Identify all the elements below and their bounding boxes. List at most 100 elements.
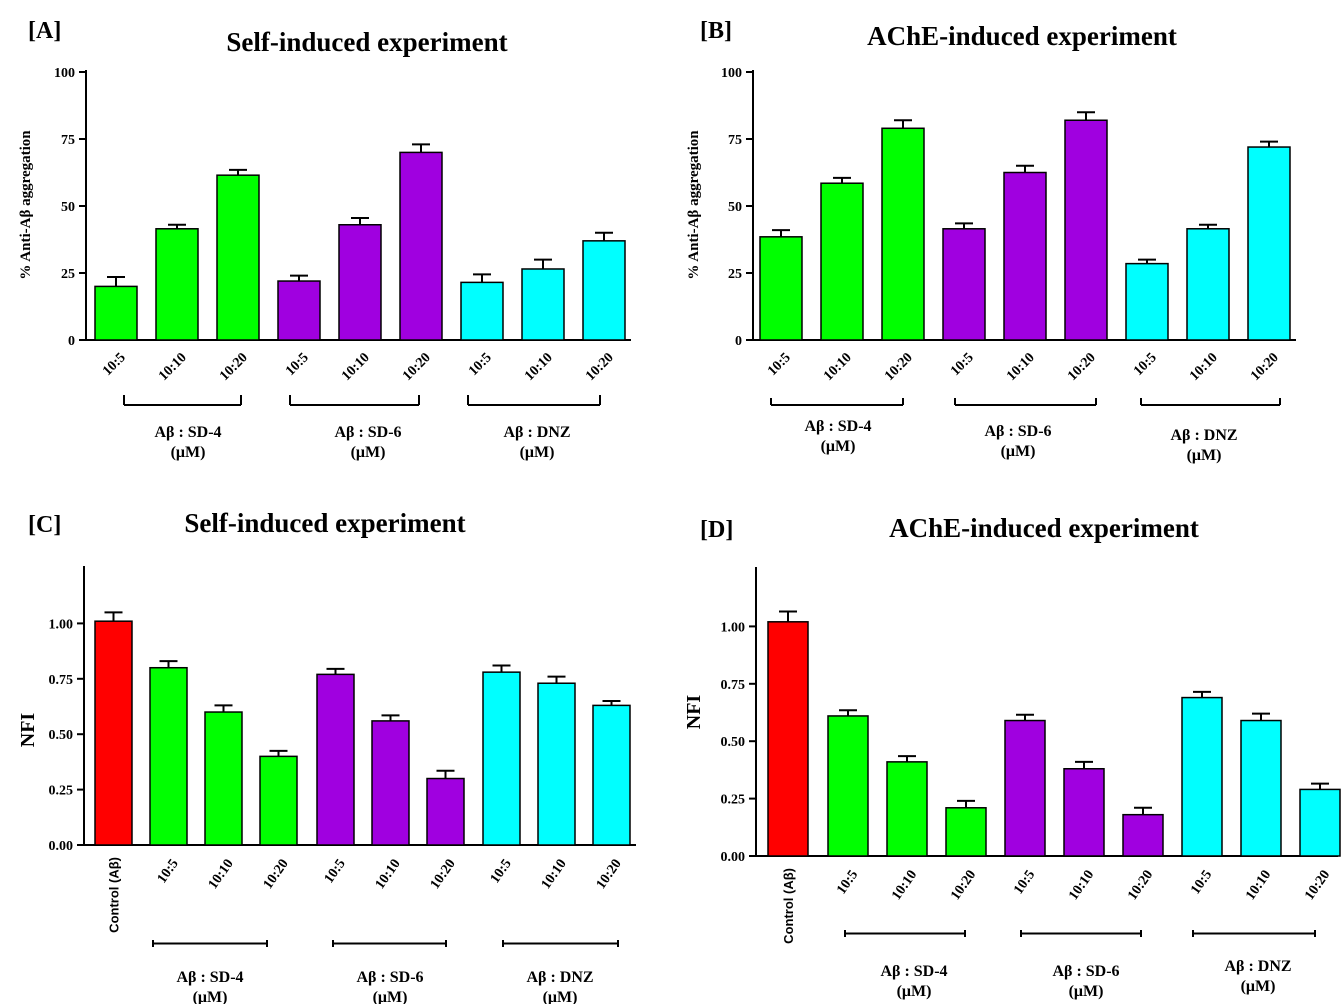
- panel-title: AChE-induced experiment: [889, 513, 1199, 543]
- y-axis-label: % Anti-Aβ aggregation: [686, 130, 702, 280]
- panel-label: [D]: [700, 517, 733, 543]
- x-tick-label: 10:20: [948, 868, 979, 903]
- group-label: Aβ : SD-6: [356, 969, 423, 986]
- group-label: Aβ : SD-6: [334, 424, 401, 441]
- x-tick-label: 10:20: [217, 350, 251, 384]
- x-tick-label: 10:5: [948, 350, 977, 379]
- panel-title: Self-induced experiment: [226, 27, 507, 57]
- y-tick-label: 0: [735, 334, 742, 349]
- group-unit-label: (μM): [543, 989, 578, 1004]
- bar-sd4: [820, 182, 864, 341]
- bar-dnz: [537, 682, 576, 846]
- x-tick-label: 10:20: [583, 350, 617, 384]
- group-label: Aβ : SD-4: [804, 418, 871, 435]
- bar-sd4: [204, 711, 243, 846]
- y-tick-label: 0.25: [49, 784, 74, 799]
- y-tick-label: 1.00: [49, 617, 74, 632]
- x-tick-label: 10:5: [155, 857, 182, 887]
- bar-sd6: [277, 280, 321, 341]
- x-tick-label: 10:20: [400, 350, 434, 384]
- bar-sd6: [316, 673, 355, 846]
- y-tick-label: 0.50: [721, 735, 746, 750]
- group-label: Aβ : SD-4: [154, 424, 221, 441]
- bar-dnz: [582, 240, 626, 341]
- bar-sd6: [1003, 171, 1047, 341]
- group-unit-label: (μM): [520, 444, 555, 461]
- x-tick-label: 10:10: [522, 350, 556, 384]
- x-tick-label: 10:20: [594, 857, 625, 892]
- y-tick-label: 0.00: [721, 850, 746, 865]
- x-tick-label: 10:5: [765, 350, 794, 379]
- group-unit-label: (μM): [821, 438, 856, 455]
- bar-sd6: [338, 224, 382, 341]
- bar-dnz: [1125, 262, 1169, 341]
- x-tick-label-control: Control (Aβ): [781, 868, 796, 944]
- x-tick-label: 10:20: [1065, 350, 1099, 384]
- y-tick-label: 75: [728, 133, 742, 148]
- y-tick-label: 50: [61, 200, 75, 215]
- y-tick-label: 100: [721, 66, 742, 81]
- y-tick-label: 0.75: [49, 673, 74, 688]
- group-unit-label: (μM): [897, 983, 932, 1000]
- y-tick-label: 0.75: [721, 678, 746, 693]
- x-tick-label: 10:10: [889, 868, 920, 903]
- x-tick-label: 10:5: [1011, 868, 1038, 898]
- x-tick-label: 10:5: [322, 857, 349, 887]
- y-tick-label: 0.00: [49, 839, 74, 854]
- group-unit-label: (μM): [1187, 447, 1222, 464]
- x-tick-label: 10:20: [882, 350, 916, 384]
- bar-sd4: [216, 174, 260, 341]
- group-label: Aβ : SD-6: [984, 423, 1051, 440]
- y-tick-label: 75: [61, 133, 75, 148]
- bar-sd6: [1004, 719, 1046, 857]
- group-label: Aβ : DNZ: [526, 969, 593, 986]
- group-unit-label: (μM): [1241, 978, 1276, 995]
- x-tick-label: 10:5: [283, 350, 312, 379]
- bar-sd4: [94, 285, 138, 341]
- bar-sd4: [149, 666, 188, 846]
- bar-control: [767, 621, 809, 857]
- x-tick-label: 10:20: [1125, 868, 1156, 903]
- group-unit-label: (μM): [373, 989, 408, 1004]
- x-tick-label: 10:10: [1187, 350, 1221, 384]
- x-tick-label: 10:10: [1004, 350, 1038, 384]
- bar-sd4: [945, 807, 987, 857]
- x-tick-label: 10:5: [1131, 350, 1160, 379]
- x-tick-label: 10:10: [206, 857, 237, 892]
- bar-sd4: [259, 755, 298, 846]
- x-tick-label: 10:5: [488, 857, 515, 887]
- x-tick-label: 10:5: [466, 350, 495, 379]
- y-tick-label: 100: [54, 66, 75, 81]
- y-tick-label: 1.00: [721, 620, 746, 635]
- bar-sd6: [1063, 768, 1105, 857]
- panel-title: AChE-induced experiment: [867, 21, 1177, 51]
- bar-sd4: [881, 127, 925, 341]
- bar-sd6: [1064, 119, 1108, 341]
- bar-control: [94, 620, 133, 846]
- y-axis-label: NFI: [17, 713, 39, 748]
- x-tick-label: 10:10: [339, 350, 373, 384]
- group-unit-label: (μM): [351, 444, 386, 461]
- bar-dnz: [1240, 719, 1282, 857]
- bar-sd6: [942, 228, 986, 341]
- group-label: Aβ : DNZ: [1170, 427, 1237, 444]
- x-tick-label: 10:10: [821, 350, 855, 384]
- x-tick-label: 10:10: [373, 857, 404, 892]
- x-tick-label: 10:10: [1243, 868, 1274, 903]
- bar-sd4: [827, 715, 869, 857]
- x-tick-label: 10:5: [1188, 868, 1215, 898]
- group-unit-label: (μM): [1069, 983, 1104, 1000]
- bar-dnz: [1247, 146, 1291, 341]
- x-tick-label: 10:10: [1066, 868, 1097, 903]
- x-tick-label: 10:20: [261, 857, 292, 892]
- group-label: Aβ : DNZ: [1224, 958, 1291, 975]
- bar-sd6: [371, 720, 410, 846]
- group-label: Aβ : DNZ: [503, 424, 570, 441]
- y-tick-label: 50: [728, 200, 742, 215]
- y-tick-label: 0: [68, 334, 75, 349]
- x-tick-label: 10:10: [156, 350, 190, 384]
- panel-label: [B]: [700, 18, 732, 44]
- bar-dnz: [521, 268, 565, 341]
- x-tick-label: 10:10: [539, 857, 570, 892]
